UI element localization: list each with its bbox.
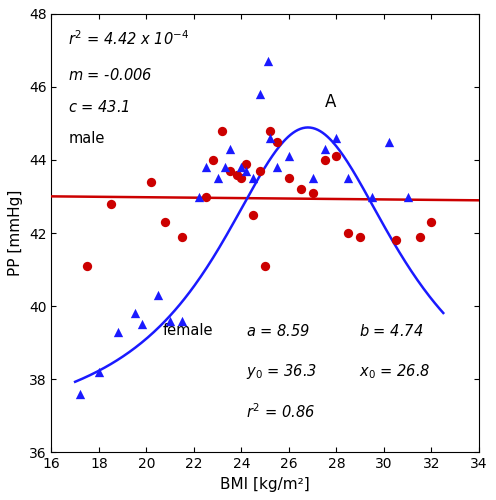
Point	[263, 58, 271, 66]
Text: $x_{0}$ = 26.8: $x_{0}$ = 26.8	[359, 362, 431, 381]
Point	[261, 262, 269, 270]
Point	[178, 316, 186, 324]
Point	[95, 368, 103, 376]
Point	[428, 218, 435, 226]
Point	[202, 164, 210, 172]
Point	[368, 192, 376, 200]
Point	[226, 145, 234, 153]
Point	[256, 90, 264, 98]
Point	[233, 170, 241, 178]
Point	[266, 134, 274, 142]
Point	[273, 164, 281, 172]
Text: $r^{2}$ = 4.42 x 10$^{-4}$: $r^{2}$ = 4.42 x 10$^{-4}$	[68, 29, 189, 48]
Point	[332, 152, 340, 160]
Point	[194, 192, 202, 200]
Point	[107, 200, 115, 208]
Point	[320, 156, 328, 164]
Point	[285, 152, 293, 160]
Point	[218, 126, 226, 134]
Point	[202, 192, 210, 200]
Point	[309, 189, 316, 197]
Text: $c$ = 43.1: $c$ = 43.1	[68, 100, 130, 116]
Point	[114, 328, 122, 336]
Point	[238, 164, 246, 172]
Point	[266, 126, 274, 134]
Point	[166, 316, 174, 324]
Point	[332, 134, 340, 142]
Point	[154, 291, 162, 299]
Point	[392, 236, 400, 244]
Point	[309, 174, 316, 182]
Text: $y_{0}$ = 36.3: $y_{0}$ = 36.3	[246, 362, 317, 382]
X-axis label: BMI [kg/m²]: BMI [kg/m²]	[220, 476, 310, 492]
Text: female: female	[163, 323, 213, 338]
Point	[76, 390, 84, 398]
Point	[214, 174, 222, 182]
Point	[256, 167, 264, 175]
Text: male: male	[68, 132, 105, 146]
Point	[238, 174, 246, 182]
Point	[221, 164, 229, 172]
Point	[226, 167, 234, 175]
Point	[249, 211, 257, 219]
Point	[285, 174, 293, 182]
Point	[178, 232, 186, 240]
Point	[242, 167, 250, 175]
Point	[404, 192, 412, 200]
Point	[385, 138, 393, 145]
Text: $m$ = -0.006: $m$ = -0.006	[68, 68, 153, 84]
Point	[83, 262, 91, 270]
Text: $b$ = 4.74: $b$ = 4.74	[359, 323, 424, 339]
Text: A: A	[324, 92, 336, 110]
Point	[344, 174, 352, 182]
Point	[320, 145, 328, 153]
Point	[130, 310, 138, 318]
Y-axis label: PP [mmHg]: PP [mmHg]	[8, 190, 23, 276]
Point	[344, 229, 352, 237]
Point	[147, 178, 155, 186]
Point	[356, 232, 364, 240]
Text: $r^{2}$ = 0.86: $r^{2}$ = 0.86	[246, 402, 315, 420]
Point	[242, 160, 250, 168]
Point	[273, 138, 281, 145]
Point	[416, 232, 424, 240]
Point	[209, 156, 217, 164]
Point	[297, 185, 305, 193]
Point	[249, 174, 257, 182]
Point	[161, 218, 169, 226]
Point	[138, 320, 146, 328]
Text: $a$ = 8.59: $a$ = 8.59	[246, 323, 310, 339]
